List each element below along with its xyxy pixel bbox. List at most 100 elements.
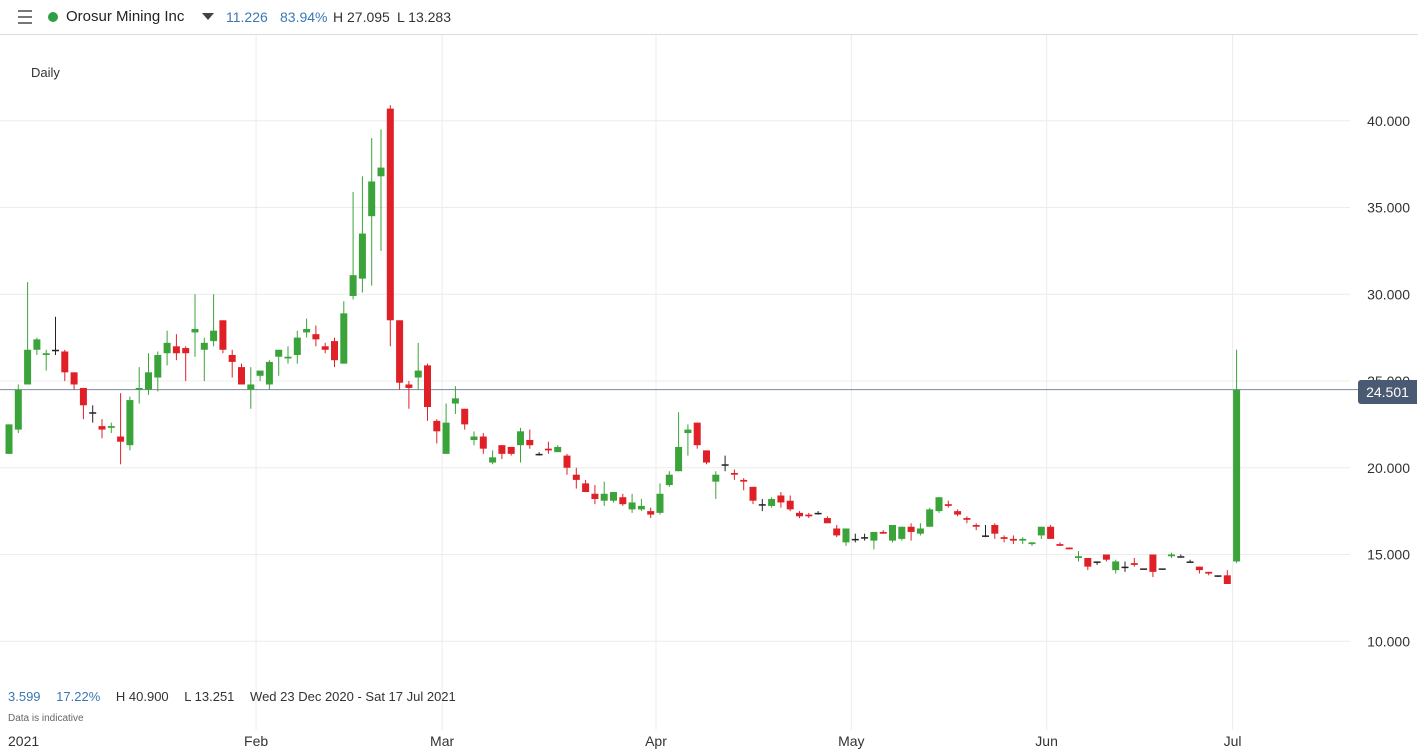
candle-body xyxy=(275,349,283,357)
candle-body xyxy=(1084,557,1092,567)
candle xyxy=(405,381,413,409)
candle xyxy=(1102,554,1110,562)
header-change-percent: 83.94% xyxy=(280,9,328,25)
candle xyxy=(349,191,357,300)
candlestick-chart[interactable]: 10.00015.00020.00025.00030.00035.00040.0… xyxy=(0,35,1418,750)
candle-body xyxy=(1158,568,1166,570)
candle xyxy=(89,405,97,423)
candle xyxy=(98,419,106,439)
candle-body xyxy=(228,354,236,362)
candle-body xyxy=(424,365,431,408)
candle xyxy=(944,500,952,508)
candle-body xyxy=(107,426,115,428)
candle xyxy=(842,528,850,546)
candle-body xyxy=(1037,526,1045,536)
candle-body xyxy=(442,422,450,454)
candle xyxy=(358,176,366,293)
hamburger-menu-icon[interactable] xyxy=(18,10,34,24)
candle xyxy=(145,353,152,395)
candle-body xyxy=(1000,537,1008,539)
instrument-dropdown-icon[interactable] xyxy=(202,13,214,20)
candle-body xyxy=(265,361,273,385)
candle xyxy=(498,445,506,460)
candle xyxy=(1065,547,1073,550)
candle xyxy=(730,469,738,480)
candle-body xyxy=(182,348,190,354)
candle-body xyxy=(572,474,580,480)
candle-body xyxy=(126,400,134,446)
candle-body xyxy=(777,495,785,503)
candle-body xyxy=(554,446,562,453)
candle-body xyxy=(944,504,952,506)
candle xyxy=(489,450,497,465)
candle xyxy=(275,349,283,376)
header-change: 11.226 xyxy=(226,9,268,25)
candle xyxy=(712,471,720,499)
candle-body xyxy=(535,453,543,456)
candle-body xyxy=(200,342,208,350)
candle-body xyxy=(293,337,301,355)
candle-body xyxy=(591,493,599,499)
candle xyxy=(461,408,469,430)
candle-body xyxy=(935,497,943,512)
candle-body xyxy=(1047,526,1055,539)
candle-body xyxy=(907,526,915,532)
candle xyxy=(526,429,534,449)
candle xyxy=(1214,575,1222,578)
candle xyxy=(647,507,655,519)
candle-body xyxy=(405,384,413,388)
candle xyxy=(79,387,87,420)
candle xyxy=(684,424,692,456)
candle xyxy=(721,455,729,472)
candle-body xyxy=(758,504,766,506)
candle xyxy=(182,346,190,381)
candle-body xyxy=(1223,575,1231,584)
candle-body xyxy=(256,370,264,376)
footer-low: L 13.251 xyxy=(184,689,235,704)
candle xyxy=(163,330,171,366)
candle xyxy=(898,526,906,541)
candle-body xyxy=(1233,389,1241,562)
candle-body xyxy=(145,372,152,390)
candle-body xyxy=(600,493,608,501)
x-tick-label: Feb xyxy=(244,733,268,749)
candle-body xyxy=(721,464,729,466)
candle xyxy=(470,431,478,446)
candle-body xyxy=(247,384,255,390)
y-tick-label: 30.000 xyxy=(1367,286,1410,302)
y-tick-label: 10.000 xyxy=(1367,633,1410,649)
candle-body xyxy=(70,372,78,385)
candle xyxy=(293,330,301,364)
candle-body xyxy=(861,537,869,539)
candle xyxy=(191,294,199,357)
candle-body xyxy=(926,509,934,527)
candle xyxy=(554,445,562,453)
candle-body xyxy=(163,342,171,354)
vertical-gridlines xyxy=(255,35,1234,730)
candle xyxy=(582,479,590,493)
candle-body xyxy=(582,483,590,493)
candle-body xyxy=(238,367,245,385)
y-tick-label: 40.000 xyxy=(1367,113,1410,129)
candle-body xyxy=(14,389,22,430)
candle xyxy=(517,427,524,463)
candle-body xyxy=(991,525,999,534)
candle-body xyxy=(1028,542,1036,545)
candle xyxy=(442,403,450,454)
candle-body xyxy=(321,346,329,350)
candle xyxy=(656,483,664,515)
candle xyxy=(768,497,776,508)
candle-body xyxy=(544,448,552,451)
header-low: L 13.283 xyxy=(397,9,451,25)
candle-body xyxy=(982,535,989,537)
candle-body xyxy=(172,346,180,354)
candle-body xyxy=(963,518,971,520)
candle-body xyxy=(284,356,292,359)
instrument-name[interactable]: Orosur Mining Inc xyxy=(66,8,185,25)
candle-body xyxy=(665,474,673,486)
candle-body xyxy=(656,493,664,513)
disclaimer: Data is indicative xyxy=(8,713,84,724)
candle xyxy=(600,481,608,506)
interval-label[interactable]: Daily xyxy=(31,65,60,80)
x-tick-label: Jun xyxy=(1035,733,1058,749)
